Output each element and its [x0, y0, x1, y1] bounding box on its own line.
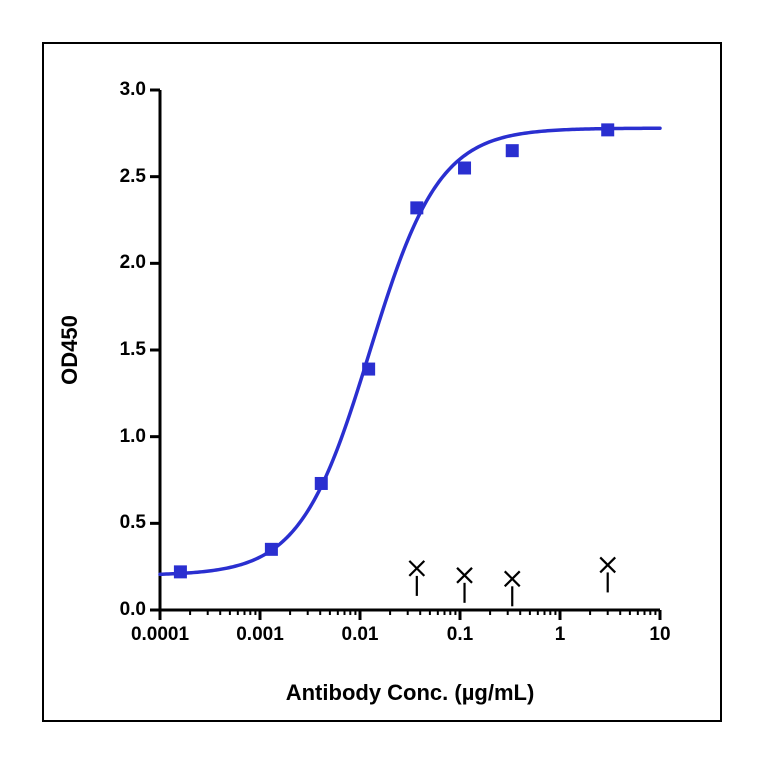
plot-area: [160, 90, 660, 610]
chart-svg: [160, 90, 660, 610]
x-tick-label: 0.001: [236, 624, 284, 646]
y-tick-label: 1.5: [120, 339, 146, 361]
y-axis-label: OD450: [57, 315, 83, 385]
y-tick-label: 3.0: [120, 79, 146, 101]
x-tick-label: 0.0001: [131, 624, 189, 646]
x-tick-label: 0.01: [342, 624, 379, 646]
y-tick-label: 2.0: [120, 252, 146, 274]
y-tick-label: 2.5: [120, 166, 146, 188]
x-tick-label: 1: [555, 624, 566, 646]
x-axis-label: Antibody Conc. (µg/mL): [160, 680, 660, 706]
y-tick-label: 0.5: [120, 512, 146, 534]
x-tick-label: 0.1: [447, 624, 473, 646]
y-tick-label: 1.0: [120, 426, 146, 448]
y-tick-label: 0.0: [120, 599, 146, 621]
x-tick-label: 10: [649, 624, 670, 646]
